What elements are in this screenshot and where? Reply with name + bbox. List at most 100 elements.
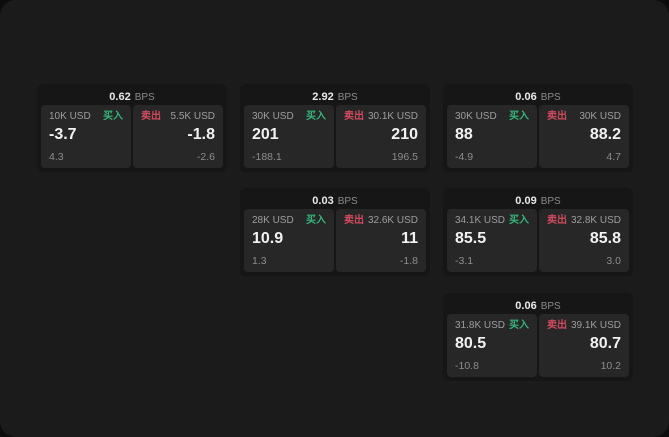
- sell-price: 11: [401, 230, 418, 247]
- quote-card-2: 2.92 BPS 30K USD 买入 201 -188.1 卖出 30.1K U…: [240, 84, 430, 172]
- quote-card-6: 0.06 BPS 31.8K USD 买入 80.5 -10.8 卖出 39.1K…: [443, 293, 633, 381]
- bps-unit: BPS: [134, 92, 155, 103]
- buy-panel[interactable]: 31.8K USD 买入 80.5 -10.8: [447, 314, 537, 377]
- buy-panel[interactable]: 30K USD 买入 88 -4.9: [447, 105, 537, 168]
- sell-price: 85.8: [589, 230, 621, 247]
- bps-header: 0.09 BPS: [447, 192, 629, 207]
- sell-price: 210: [391, 126, 418, 143]
- buy-label: 买入: [103, 111, 123, 122]
- sell-amount: 32.8K USD: [570, 215, 621, 226]
- sell-amount: 30K USD: [579, 111, 621, 122]
- bps-header: 0.62 BPS: [41, 88, 223, 103]
- sell-panel[interactable]: 卖出 32.8K USD 85.8 3.0: [539, 209, 629, 272]
- sell-price: -1.8: [187, 126, 215, 143]
- quote-card-4: 0.03 BPS 28K USD 买入 10.9 1.3 卖出 32.6K USD…: [240, 188, 430, 276]
- sell-panel[interactable]: 卖出 39.1K USD 80.7 10.2: [539, 314, 629, 377]
- price-panels: 31.8K USD 买入 80.5 -10.8 卖出 39.1K USD 80.…: [447, 314, 629, 377]
- sell-price: 80.7: [589, 335, 621, 352]
- bps-unit: BPS: [540, 301, 561, 312]
- sell-label: 卖出: [547, 320, 567, 331]
- buy-panel[interactable]: 30K USD 买入 201 -188.1: [244, 105, 334, 168]
- bps-value: 0.62: [109, 91, 131, 103]
- bps-header: 0.06 BPS: [447, 297, 629, 312]
- buy-price: 80.5: [455, 335, 487, 352]
- buy-amount: 31.8K USD: [455, 320, 506, 331]
- buy-label: 买入: [509, 215, 529, 226]
- buy-price: 10.9: [252, 230, 284, 247]
- sell-panel-top: 卖出 5.5K USD: [141, 111, 215, 123]
- bps-header: 2.92 BPS: [244, 88, 426, 103]
- sell-panel-top: 卖出 32.6K USD: [344, 215, 418, 227]
- quote-card-1: 0.62 BPS 10K USD 买入 -3.7 4.3 卖出 5.5K USD …: [37, 84, 227, 172]
- price-panels: 10K USD 买入 -3.7 4.3 卖出 5.5K USD -1.8 -2.…: [41, 105, 223, 168]
- buy-label: 买入: [509, 111, 529, 122]
- buy-amount: 30K USD: [252, 111, 294, 122]
- buy-amount: 28K USD: [252, 215, 294, 226]
- buy-label: 买入: [306, 111, 326, 122]
- bps-value: 0.03: [312, 195, 334, 207]
- buy-amount: 34.1K USD: [455, 215, 506, 226]
- buy-change: -3.1: [455, 255, 474, 267]
- sell-panel[interactable]: 卖出 5.5K USD -1.8 -2.6: [133, 105, 223, 168]
- sell-panel-top: 卖出 32.8K USD: [547, 215, 621, 227]
- sell-change: 4.7: [606, 151, 621, 163]
- bps-header: 0.06 BPS: [447, 88, 629, 103]
- buy-change: -10.8: [455, 360, 479, 372]
- buy-panel[interactable]: 34.1K USD 买入 85.5 -3.1: [447, 209, 537, 272]
- sell-label: 卖出: [141, 111, 161, 122]
- buy-amount: 10K USD: [49, 111, 91, 122]
- buy-label: 买入: [509, 320, 529, 331]
- bps-unit: BPS: [540, 196, 561, 207]
- sell-change: -1.8: [399, 255, 418, 267]
- sell-panel-top: 卖出 39.1K USD: [547, 320, 621, 332]
- sell-panel[interactable]: 卖出 30.1K USD 210 196.5: [336, 105, 426, 168]
- price-panels: 30K USD 买入 88 -4.9 卖出 30K USD 88.2 4.7: [447, 105, 629, 168]
- buy-price: -3.7: [49, 126, 77, 143]
- sell-amount: 39.1K USD: [570, 320, 621, 331]
- sell-label: 卖出: [547, 111, 567, 122]
- buy-price: 201: [252, 126, 279, 143]
- sell-amount: 5.5K USD: [170, 111, 215, 122]
- bps-unit: BPS: [540, 92, 561, 103]
- buy-panel-top: 10K USD 买入: [49, 111, 123, 123]
- buy-panel-top: 28K USD 买入: [252, 215, 326, 227]
- sell-amount: 30.1K USD: [367, 111, 418, 122]
- quote-card-3: 0.06 BPS 30K USD 买入 88 -4.9 卖出 30K USD 88…: [443, 84, 633, 172]
- sell-label: 卖出: [344, 215, 364, 226]
- bps-unit: BPS: [337, 196, 358, 207]
- sell-change: -2.6: [196, 151, 215, 163]
- buy-price: 85.5: [455, 230, 487, 247]
- sell-change: 196.5: [391, 151, 418, 163]
- buy-panel-top: 34.1K USD 买入: [455, 215, 529, 227]
- buy-panel-top: 30K USD 买入: [455, 111, 529, 123]
- price-panels: 30K USD 买入 201 -188.1 卖出 30.1K USD 210 1…: [244, 105, 426, 168]
- sell-panel-top: 卖出 30.1K USD: [344, 111, 418, 123]
- bps-value: 0.09: [515, 195, 537, 207]
- sell-panel[interactable]: 卖出 30K USD 88.2 4.7: [539, 105, 629, 168]
- bps-unit: BPS: [337, 92, 358, 103]
- buy-change: 1.3: [252, 255, 267, 267]
- sell-label: 卖出: [344, 111, 364, 122]
- buy-panel-top: 30K USD 买入: [252, 111, 326, 123]
- buy-label: 买入: [306, 215, 326, 226]
- buy-change: -188.1: [252, 151, 282, 163]
- bps-value: 0.06: [515, 91, 537, 103]
- sell-label: 卖出: [547, 215, 567, 226]
- buy-change: -4.9: [455, 151, 474, 163]
- bps-header: 0.03 BPS: [244, 192, 426, 207]
- sell-price: 88.2: [589, 126, 621, 143]
- sell-panel[interactable]: 卖出 32.6K USD 11 -1.8: [336, 209, 426, 272]
- buy-panel[interactable]: 10K USD 买入 -3.7 4.3: [41, 105, 131, 168]
- buy-change: 4.3: [49, 151, 64, 163]
- buy-amount: 30K USD: [455, 111, 497, 122]
- bps-value: 2.92: [312, 91, 334, 103]
- sell-amount: 32.6K USD: [367, 215, 418, 226]
- buy-panel[interactable]: 28K USD 买入 10.9 1.3: [244, 209, 334, 272]
- buy-price: 88: [455, 126, 473, 143]
- quote-card-5: 0.09 BPS 34.1K USD 买入 85.5 -3.1 卖出 32.8K …: [443, 188, 633, 276]
- sell-change: 3.0: [606, 255, 621, 267]
- price-panels: 28K USD 买入 10.9 1.3 卖出 32.6K USD 11 -1.8: [244, 209, 426, 272]
- buy-panel-top: 31.8K USD 买入: [455, 320, 529, 332]
- bps-value: 0.06: [515, 300, 537, 312]
